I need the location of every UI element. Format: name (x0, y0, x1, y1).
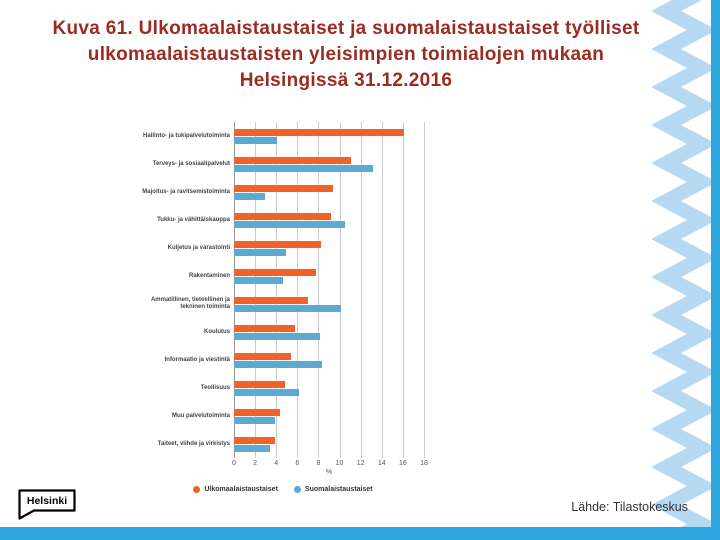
category-label: Majoitus- ja ravitsemistoiminta (142, 188, 230, 195)
bar-suomalaistaustaiset (234, 136, 278, 144)
gridline (381, 122, 383, 458)
bar-suomalaistaustaiset (234, 332, 320, 340)
chart-row (234, 430, 424, 458)
bar-suomalaistaustaiset (234, 248, 286, 256)
bottom-accent-bar (0, 527, 720, 540)
bar-ulkomaalaistaustaiset (234, 240, 321, 248)
bar-ulkomaalaistaustaiset (234, 352, 291, 360)
bar-ulkomaalaistaustaiset (234, 408, 281, 416)
slide-title: Kuva 61. Ulkomaalaistaustaiset ja suomal… (52, 18, 640, 91)
bar-ulkomaalaistaustaiset (234, 436, 276, 444)
category-label: Tukku- ja vähittäiskauppa (157, 216, 230, 223)
x-tick-label: 18 (420, 460, 428, 467)
source-text: Lähde: Tilastokeskus (571, 500, 688, 514)
bar-ulkomaalaistaustaiset (234, 156, 352, 164)
x-axis: 0 2 4 6 8 10 12 14 16 18 (232, 458, 428, 468)
gridline (297, 122, 299, 458)
bar-suomalaistaustaiset (234, 444, 270, 452)
category-label: Rakentaminen (188, 272, 230, 279)
gridline (276, 122, 278, 458)
helsinki-logo: Helsinki (18, 489, 76, 520)
bar-chart: Hallinto- ja tukipalvelutoiminta Terveys-… (142, 122, 428, 493)
chart-row (234, 262, 424, 290)
x-tick-label: 4 (274, 460, 279, 467)
category-label: Terveys- ja sosiaalipalvelut (152, 160, 230, 167)
category-label: Hallinto- ja tukipalvelutoiminta (142, 132, 230, 139)
gridline (360, 122, 362, 458)
bar-suomalaistaustaiset (234, 220, 345, 228)
x-tick-label: 0 (232, 460, 236, 467)
x-tick-label: 2 (253, 460, 258, 467)
chart-row (234, 374, 424, 402)
legend-label: Ulkomaalaistaustaiset (204, 486, 278, 493)
category-label: Taiteet, viihde ja virkistys (157, 440, 230, 447)
gridline (234, 122, 235, 458)
chart-row (234, 402, 424, 430)
bar-suomalaistaustaiset (234, 276, 283, 284)
category-label: Koulutus (204, 328, 230, 335)
right-accent-bar (711, 0, 720, 540)
gridline (318, 122, 320, 458)
category-label: Teollisuus (200, 384, 230, 391)
gridline (402, 122, 404, 458)
legend-dot-icon (193, 486, 201, 493)
category-label: Informaatio ja viestintä (164, 356, 230, 363)
chart-row (234, 206, 424, 234)
x-tick-label: 8 (316, 460, 321, 467)
zigzag-decoration (652, 0, 712, 540)
bar-suomalaistaustaiset (234, 360, 322, 368)
bar-suomalaistaustaiset (234, 192, 265, 200)
x-tick-label: 10 (335, 460, 344, 467)
helsinki-logo-text: Helsinki (27, 495, 67, 507)
bar-ulkomaalaistaustaiset (234, 212, 332, 220)
chart-row (234, 346, 424, 374)
bar-suomalaistaustaiset (234, 416, 276, 424)
plot-area (234, 122, 425, 458)
chart-row (234, 290, 424, 318)
chart-row (234, 178, 424, 206)
legend-item: Suomalaistaustaiset (293, 486, 373, 493)
bar-ulkomaalaistaustaiset (234, 128, 404, 136)
gridline (255, 122, 257, 458)
chart-row (234, 318, 424, 346)
x-tick-label: 6 (295, 460, 300, 467)
category-label: Ammatillinen, tieteellinen ja tekninen t… (150, 297, 230, 310)
bar-ulkomaalaistaustaiset (234, 268, 317, 276)
chart-row (234, 234, 424, 262)
category-label: Muu palvelutoiminta (171, 412, 230, 419)
chart-row (234, 150, 424, 178)
legend-dot-icon (293, 486, 301, 493)
bar-suomalaistaustaiset (234, 164, 374, 172)
bar-ulkomaalaistaustaiset (234, 184, 334, 192)
x-axis-unit: % (325, 469, 333, 476)
category-labels: Hallinto- ja tukipalvelutoiminta Terveys-… (142, 122, 234, 458)
x-tick-label: 16 (398, 460, 407, 467)
chart-legend: Ulkomaalaistaustaiset Suomalaistaustaiset (142, 486, 424, 493)
gridline (339, 122, 341, 458)
x-tick-label: 12 (356, 460, 365, 467)
chart-row (234, 122, 424, 150)
legend-item: Ulkomaalaistaustaiset (193, 486, 278, 493)
bar-suomalaistaustaiset (234, 388, 300, 396)
bar-ulkomaalaistaustaiset (234, 324, 296, 332)
bar-ulkomaalaistaustaiset (234, 296, 308, 304)
category-label: Kuljetus ja varastointi (167, 244, 230, 251)
bar-ulkomaalaistaustaiset (234, 380, 285, 388)
gridline (424, 122, 425, 458)
bar-suomalaistaustaiset (234, 304, 341, 312)
x-tick-label: 14 (377, 460, 386, 467)
chart-rows (234, 122, 424, 458)
legend-label: Suomalaistaustaiset (304, 486, 373, 493)
